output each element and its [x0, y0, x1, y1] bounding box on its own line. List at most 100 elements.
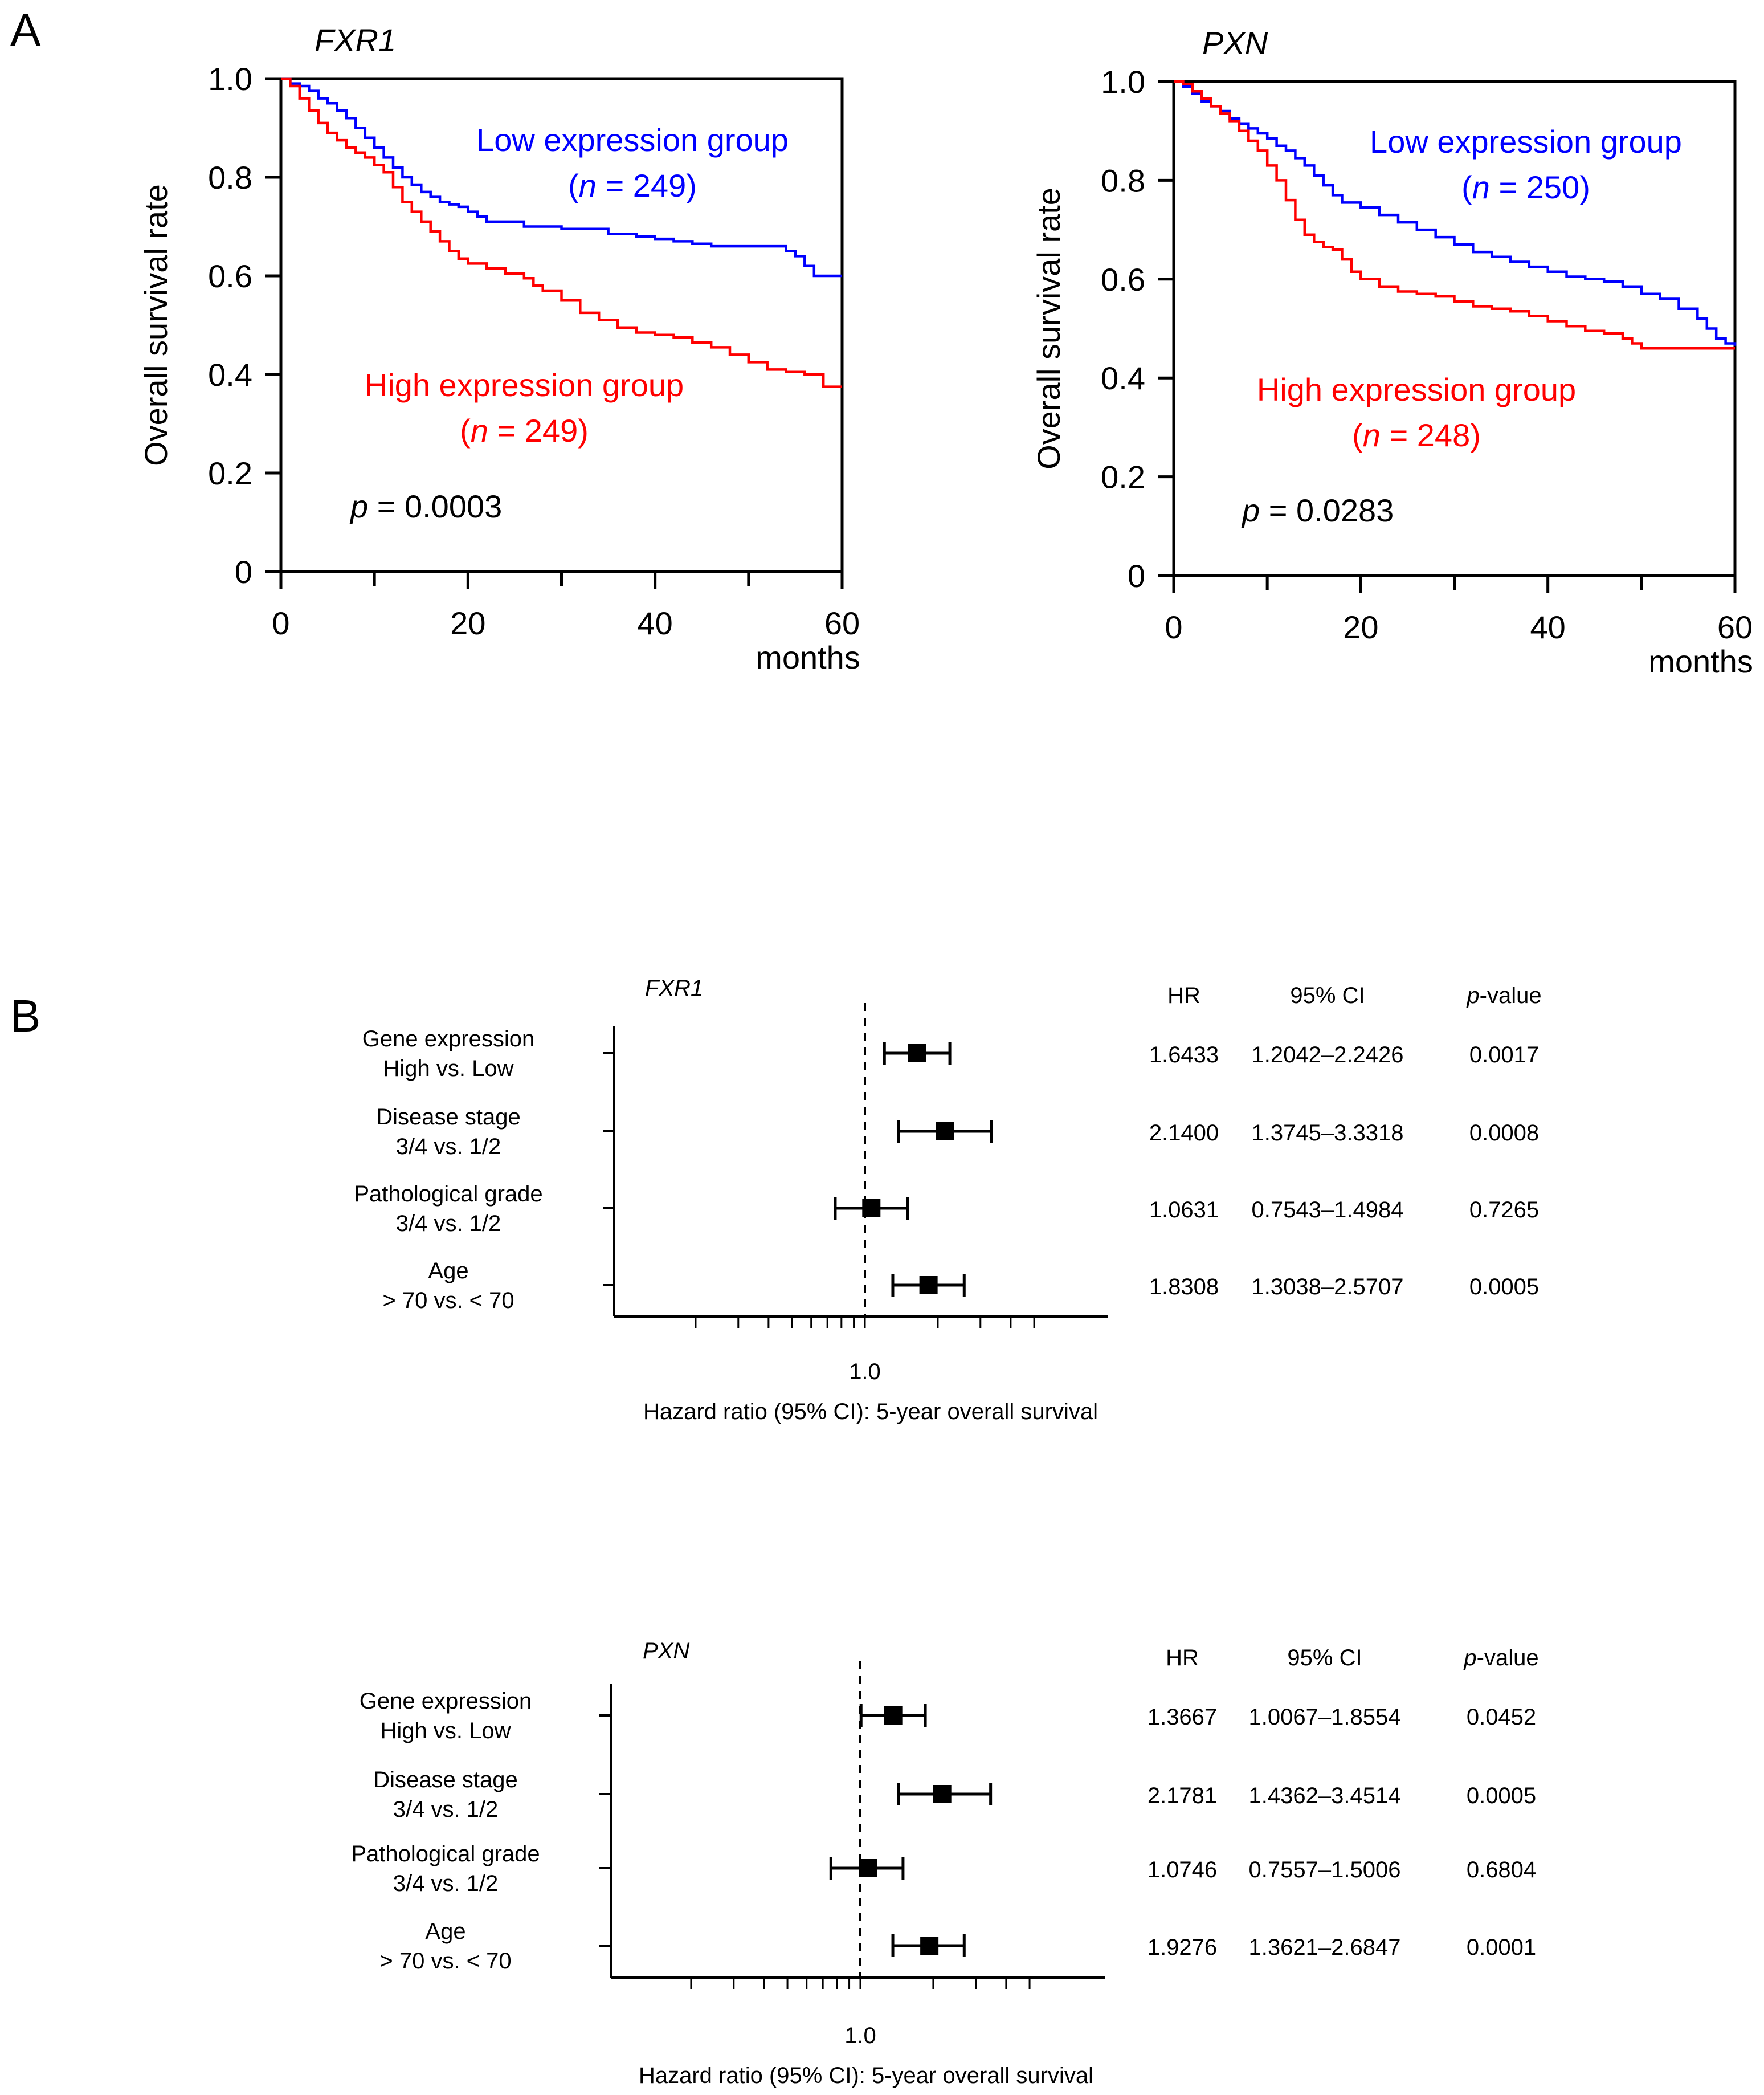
x-tick-label: 0 — [272, 605, 289, 641]
row-label-age: Age — [425, 1919, 466, 1944]
y-tick-label: 0.6 — [208, 258, 252, 294]
ci-value-pathological-grade: 0.7557–1.5006 — [1249, 1857, 1401, 1882]
hr-value-disease-stage: 2.1400 — [1149, 1120, 1219, 1146]
p-value-pathological-grade: 0.6804 — [1467, 1857, 1536, 1882]
legend-n-high-expression-group: (n = 248) — [1352, 417, 1481, 453]
forest-x-axis-label: Hazard ratio (95% CI): 5-year overall su… — [639, 2063, 1093, 2088]
hr-marker-age — [919, 1276, 938, 1294]
ci-value-disease-stage: 1.3745–3.3318 — [1252, 1120, 1404, 1146]
x-axis-label: months — [756, 639, 860, 675]
y-tick-label: 0 — [1128, 558, 1145, 594]
row-label-pathological-grade: Pathological grade — [351, 1841, 540, 1866]
row-sublabel-pathological-grade: 3/4 vs. 1/2 — [396, 1211, 501, 1236]
legend-low-expression-group: Low expression group — [1370, 124, 1682, 160]
chart-title: PXN — [1202, 25, 1268, 61]
row-label-age: Age — [428, 1258, 468, 1283]
km-curve-high-expression-group — [1174, 80, 1735, 350]
legend-n-low-expression-group: (n = 249) — [568, 168, 697, 203]
legend-n-high-expression-group: (n = 249) — [460, 413, 589, 449]
hr-marker-age — [920, 1937, 939, 1955]
row-sublabel-disease-stage: 3/4 vs. 1/2 — [396, 1134, 501, 1159]
n-symbol: n — [1472, 169, 1490, 205]
p-symbol: p — [1466, 983, 1479, 1008]
km-curve-low-expression-group — [281, 77, 842, 278]
forest-plot-pxn: PXN 1.0 Hazard ratio (95% CI): 5-year over… — [351, 1638, 1538, 2088]
panel-label-b: B — [10, 991, 40, 1041]
y-tick-label: 0.6 — [1101, 262, 1145, 297]
row-sublabel-gene-expression: High vs. Low — [383, 1056, 514, 1081]
n-symbol: n — [1363, 417, 1381, 453]
hr-marker-pathological-grade — [859, 1859, 877, 1877]
p-value-pathological-grade: 0.7265 — [1469, 1197, 1539, 1222]
ci-value-age: 1.3621–2.6847 — [1249, 1935, 1401, 1960]
p-value-disease-stage: 0.0005 — [1467, 1783, 1536, 1808]
legend-high-expression-group: High expression group — [365, 367, 684, 403]
y-tick-label: 0.2 — [1101, 459, 1145, 495]
y-tick-label: 0.4 — [1101, 360, 1145, 396]
ci-value-gene-expression: 1.2042–2.2426 — [1252, 1042, 1404, 1067]
x-tick-label: 60 — [1717, 609, 1753, 645]
row-label-disease-stage: Disease stage — [376, 1104, 520, 1130]
hr-marker-pathological-grade — [862, 1199, 881, 1217]
panel-label-a: A — [10, 5, 41, 55]
forest-title: PXN — [643, 1638, 689, 1664]
column-header-hr: HR — [1167, 983, 1200, 1008]
x-tick-label: 20 — [1343, 609, 1378, 645]
y-tick-label: 0.8 — [208, 160, 252, 195]
p-value-disease-stage: 0.0008 — [1469, 1120, 1539, 1146]
ci-value-gene-expression: 1.0067–1.8554 — [1249, 1705, 1401, 1730]
y-tick-label: 0 — [235, 554, 252, 590]
hr-marker-gene-expression — [884, 1706, 903, 1725]
forest-x-axis-label: Hazard ratio (95% CI): 5-year overall su… — [643, 1399, 1098, 1424]
hr-marker-gene-expression — [908, 1044, 926, 1062]
hr-value-gene-expression: 1.6433 — [1149, 1042, 1219, 1067]
y-tick-label: 1.0 — [1101, 64, 1145, 100]
km-curve-high-expression-group — [281, 77, 842, 388]
km-curve-low-expression-group — [1174, 80, 1737, 346]
hr-marker-disease-stage — [936, 1122, 954, 1140]
ci-value-pathological-grade: 0.7543–1.4984 — [1252, 1197, 1404, 1222]
hr-marker-disease-stage — [933, 1785, 952, 1803]
row-sublabel-gene-expression: High vs. Low — [381, 1718, 511, 1743]
forest-title: FXR1 — [645, 976, 703, 1001]
row-sublabel-age: > 70 vs. < 70 — [382, 1288, 514, 1313]
p-symbol: p — [1463, 1645, 1476, 1670]
row-sublabel-disease-stage: 3/4 vs. 1/2 — [393, 1797, 499, 1822]
legend-low-expression-group: Low expression group — [476, 122, 789, 158]
row-label-gene-expression: Gene expression — [362, 1026, 534, 1051]
hr-value-pathological-grade: 1.0746 — [1148, 1857, 1217, 1882]
column-header-ci: 95% CI — [1290, 983, 1365, 1008]
column-header-ci: 95% CI — [1287, 1645, 1362, 1670]
p-symbol: p — [1241, 492, 1260, 528]
p-value-annotation: p = 0.0283 — [1241, 492, 1394, 528]
y-tick-label: 1.0 — [208, 61, 252, 97]
y-tick-label: 0.4 — [208, 357, 252, 393]
row-label-gene-expression: Gene expression — [360, 1689, 532, 1714]
x-tick-label: 0 — [1165, 609, 1182, 645]
chart-title: FXR1 — [315, 22, 396, 58]
row-label-disease-stage: Disease stage — [373, 1767, 517, 1792]
ci-value-age: 1.3038–2.5707 — [1252, 1274, 1404, 1299]
column-header-hr: HR — [1166, 1645, 1199, 1670]
hr-value-age: 1.9276 — [1148, 1935, 1217, 1960]
row-sublabel-pathological-grade: 3/4 vs. 1/2 — [393, 1871, 499, 1896]
reference-label: 1.0 — [849, 1359, 881, 1384]
forest-plot-fxr1: FXR1 1.0 Hazard ratio (95% CI): 5-year ove… — [354, 976, 1541, 1424]
reference-label: 1.0 — [844, 2023, 876, 2048]
p-value-annotation: p = 0.0003 — [349, 488, 502, 524]
y-tick-label: 0.2 — [208, 455, 252, 491]
legend-n-low-expression-group: (n = 250) — [1461, 169, 1590, 205]
hr-value-pathological-grade: 1.0631 — [1149, 1197, 1219, 1222]
p-value-age: 0.0005 — [1469, 1274, 1539, 1299]
p-symbol: p — [349, 488, 368, 524]
p-value-age: 0.0001 — [1467, 1935, 1536, 1960]
hr-value-disease-stage: 2.1781 — [1148, 1783, 1217, 1808]
x-axis-label: months — [1648, 643, 1753, 679]
x-tick-label: 20 — [450, 605, 485, 641]
row-sublabel-age: > 70 vs. < 70 — [379, 1949, 511, 1974]
x-tick-label: 40 — [1530, 609, 1566, 645]
p-value-gene-expression: 0.0452 — [1467, 1705, 1536, 1730]
